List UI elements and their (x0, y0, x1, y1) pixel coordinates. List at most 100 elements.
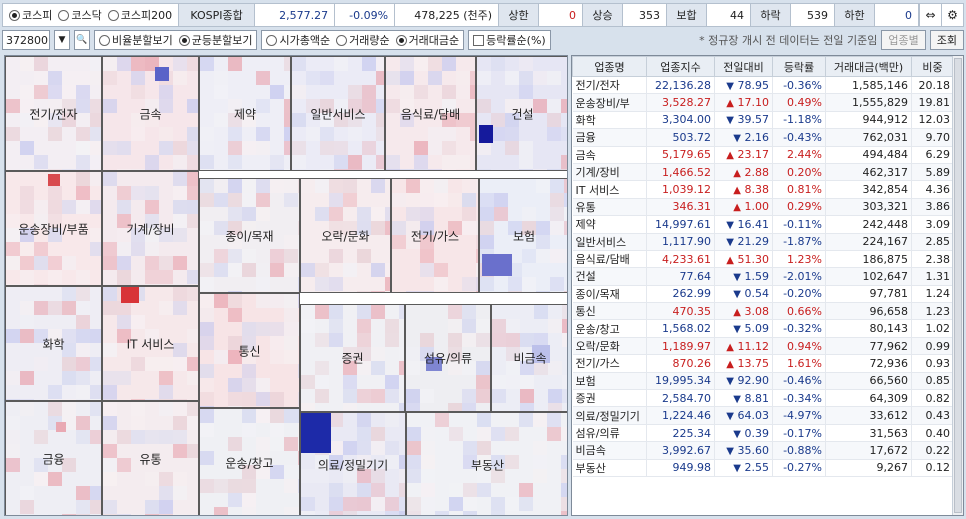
market-radio-kosdaq[interactable]: 코스닥 (58, 7, 102, 23)
sector-tile[interactable]: 보험 (479, 178, 567, 293)
stock-cell (48, 399, 62, 400)
sector-tile[interactable]: 제약 (199, 56, 291, 171)
stock-cell (256, 99, 270, 113)
stock-cell (320, 141, 334, 155)
arrow-down-icon: ▼ (733, 132, 741, 144)
sort-radio-volume[interactable]: 거래량순 (336, 32, 390, 48)
sector-tile[interactable]: 건설 (476, 56, 567, 171)
vertical-scrollbar[interactable] (952, 56, 963, 515)
table-row[interactable]: 비금속 3,992.67 ▼ 35.60 -0.88% 17,672 0.22 (572, 441, 954, 460)
table-row[interactable]: 기계/장비 1,466.52 ▲ 2.88 0.20% 462,317 5.89 (572, 163, 954, 182)
table-row[interactable]: 부동산 949.98 ▼ 2.55 -0.27% 9,267 0.12 (572, 459, 954, 477)
table-row[interactable]: 의료/정밀기기 1,224.46 ▼ 64.03 -4.97% 33,612 0.43 (572, 406, 954, 425)
gear-icon[interactable]: ⚙ (941, 4, 964, 26)
market-radio-kospi[interactable]: 코스피 (9, 7, 52, 23)
market-radio-kospi200[interactable]: 코스피200 (107, 7, 172, 23)
sort-radio-market-cap[interactable]: 시가총액순 (266, 32, 330, 48)
sector-tile[interactable]: 기계/장비 (102, 171, 199, 286)
chevron-down-icon[interactable]: ▼ (54, 30, 70, 50)
view-radio-equal[interactable]: 균등분할보기 (178, 32, 252, 48)
sector-tile[interactable]: 운송장비/부품 (5, 171, 102, 286)
radio-dot (9, 9, 20, 21)
table-row[interactable]: 종이/목재 262.99 ▼ 0.54 -0.20% 97,781 1.24 (572, 285, 954, 304)
stock-cell (301, 263, 315, 277)
table-row[interactable]: 건설 77.64 ▼ 1.59 -2.01% 102,647 1.31 (572, 267, 954, 286)
header-amount[interactable]: 거래대금(백만) (825, 56, 912, 77)
rate-sort-checkbox[interactable]: 등락률순(%) (468, 30, 551, 50)
stock-cell (329, 511, 343, 515)
stock-cell (414, 169, 428, 170)
sector-tile[interactable]: 전기/가스 (391, 178, 479, 293)
stock-cell (270, 392, 284, 406)
sector-tile[interactable]: 오락/문화 (300, 178, 391, 293)
sector-tile[interactable]: 비금속 (491, 304, 567, 412)
table-row[interactable]: 통신 470.35 ▲ 3.08 0.66% 96,658 1.23 (572, 302, 954, 321)
stock-cell (20, 371, 34, 385)
sector-tile[interactable]: 금속 (102, 56, 199, 171)
table-row[interactable]: 금융 503.72 ▼ 2.16 -0.43% 762,031 9.70 (572, 128, 954, 147)
sector-tile[interactable]: 의료/정밀기기 (300, 412, 406, 515)
table-row[interactable]: 화학 3,304.00 ▼ 39.57 -1.18% 944,912 12.03 (572, 111, 954, 130)
query-button[interactable]: 조회 (929, 30, 964, 50)
header-sector[interactable]: 업종명 (572, 56, 647, 77)
search-icon[interactable]: 🔍 (74, 30, 90, 50)
sector-tile[interactable]: 종이/목재 (199, 178, 300, 293)
table-row[interactable]: 운송/창고 1,568.02 ▼ 5.09 -0.32% 80,143 1.02 (572, 319, 954, 338)
table-row[interactable]: IT 서비스 1,039.12 ▲ 8.38 0.81% 342,854 4.36 (572, 180, 954, 199)
sector-tile[interactable]: 전기/전자 (5, 56, 102, 171)
sector-tile[interactable]: 음식료/담배 (385, 56, 476, 171)
count-label-fall: 하락 (751, 4, 792, 26)
sort-radio-amount[interactable]: 거래대금순 (395, 32, 459, 48)
arrow-up-icon: ▲ (733, 185, 741, 197)
stock-cell (376, 113, 384, 127)
stock-cell (414, 57, 428, 71)
stock-cell (462, 361, 476, 375)
sector-tile[interactable]: 금융 (5, 401, 102, 515)
stock-cell (34, 242, 48, 256)
header-rate[interactable]: 등락률 (772, 56, 826, 77)
table-row[interactable]: 보험 19,995.34 ▼ 92.90 -0.46% 66,560 0.85 (572, 372, 954, 391)
stock-cell (442, 99, 456, 113)
table-row[interactable]: 일반서비스 1,117.90 ▼ 21.29 -1.87% 224,167 2.85 (572, 233, 954, 251)
cell-index: 262.99 (646, 285, 715, 304)
sector-tile[interactable]: 섬유/의류 (405, 304, 491, 412)
stock-cell (228, 437, 242, 451)
cell-sector-name: 섬유/의류 (572, 424, 647, 443)
stock-cell (508, 291, 522, 292)
table-row[interactable]: 음식료/담배 4,233.61 ▲ 51.30 1.23% 186,875 2.38 (572, 250, 954, 269)
sector-tile[interactable]: 화학 (5, 286, 102, 401)
sector-tile[interactable]: 부동산 (406, 412, 567, 515)
view-radio-ratio[interactable]: 비율분할보기 (99, 32, 173, 48)
header-index[interactable]: 업종지수 (646, 56, 715, 77)
sector-tile[interactable]: 일반서비스 (291, 56, 385, 171)
sector-tile[interactable]: 통신 (199, 293, 300, 408)
table-row[interactable]: 금속 5,179.65 ▲ 23.17 2.44% 494,484 6.29 (572, 146, 954, 164)
swap-icon[interactable]: ⇔ (919, 4, 942, 26)
header-weight[interactable]: 비중 (911, 56, 954, 77)
stock-cell (315, 305, 329, 319)
stock-cell (103, 343, 117, 357)
scrollbar-thumb[interactable] (954, 58, 962, 513)
table-row[interactable]: 섬유/의류 225.34 ▼ 0.39 -0.17% 31,563 0.40 (572, 424, 954, 443)
stock-cell (315, 333, 329, 347)
stock-cell (420, 221, 434, 235)
stock-cell (159, 472, 173, 486)
stock-cell (90, 99, 101, 113)
stock-cell (385, 441, 399, 455)
table-row[interactable]: 증권 2,584.70 ▼ 8.81 -0.34% 64,309 0.82 (572, 389, 954, 408)
code-input[interactable]: 372800 (2, 30, 50, 50)
table-header-row: 업종명 업종지수 전일대비 등락률 거래대금(백만) 비중 (572, 56, 954, 77)
table-row[interactable]: 유통 346.31 ▲ 1.00 0.29% 303,321 3.86 (572, 198, 954, 217)
sector-tile[interactable]: IT 서비스 (102, 286, 199, 401)
sector-button[interactable]: 업종별 (881, 30, 926, 50)
sector-tile[interactable]: 증권 (300, 304, 405, 412)
count-label-upper-limit: 상한 (499, 4, 540, 26)
table-row[interactable]: 제약 14,997.61 ▼ 16.41 -0.11% 242,448 3.09 (572, 215, 954, 234)
table-row[interactable]: 전기/전자 22,136.28 ▼ 78.95 -0.36% 1,585,146 20.1… (572, 76, 954, 95)
header-change[interactable]: 전일대비 (714, 56, 773, 77)
table-row[interactable]: 오락/문화 1,189.97 ▲ 11.12 0.94% 77,962 0.99 (572, 337, 954, 356)
table-row[interactable]: 운송장비/부 3,528.27 ▲ 17.10 0.49% 1,555,829 19.81 (572, 93, 954, 112)
sector-tile[interactable]: 유통 (102, 401, 199, 515)
sector-tile[interactable]: 운송/창고 (199, 408, 300, 515)
table-row[interactable]: 전기/가스 870.26 ▲ 13.75 1.61% 72,936 0.93 (572, 354, 954, 373)
